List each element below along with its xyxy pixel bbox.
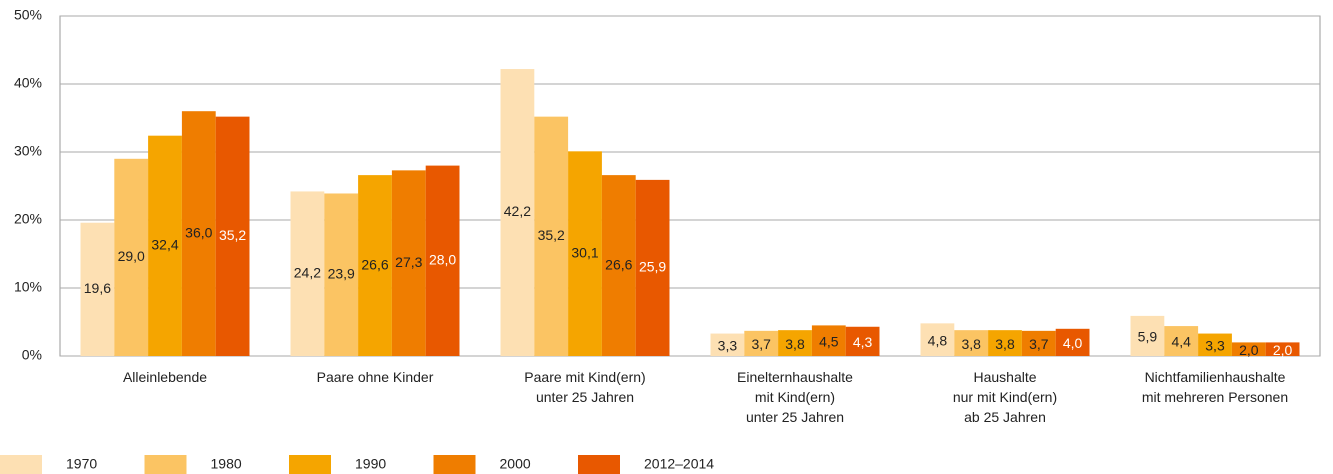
- value-label: 35,2: [219, 227, 246, 243]
- bar: [710, 333, 745, 356]
- bar: [1265, 342, 1300, 356]
- bar: [425, 165, 460, 356]
- bar: [1021, 330, 1056, 356]
- x-tick-label: Haushalte nur mit Kind(ern) ab 25 Jahren: [953, 369, 1057, 425]
- y-tick-label: 0%: [22, 347, 42, 363]
- bar: [534, 116, 569, 356]
- bar: [811, 325, 846, 356]
- bar: [988, 330, 1022, 356]
- legend-label: 1980: [211, 456, 242, 472]
- value-label: 4,0: [1063, 335, 1083, 351]
- y-tick-label: 10%: [14, 279, 42, 295]
- legend-swatch: [0, 455, 42, 474]
- value-label: 35,2: [538, 227, 565, 243]
- legend-label: 2012–2014: [644, 456, 714, 472]
- bar: [1198, 333, 1232, 356]
- bar: [1130, 315, 1165, 356]
- bar: [324, 193, 359, 356]
- bar: [1164, 326, 1199, 356]
- y-tick-label: 30%: [14, 143, 42, 159]
- bar: [1055, 328, 1090, 356]
- bar: [601, 175, 636, 356]
- value-label: 4,3: [853, 334, 873, 350]
- value-label: 4,8: [928, 332, 948, 348]
- value-label: 4,4: [1171, 334, 1191, 350]
- value-label: 27,3: [395, 254, 422, 270]
- bar: [744, 330, 779, 356]
- value-label: 30,1: [571, 244, 598, 260]
- value-label: 4,5: [819, 333, 839, 349]
- bar: [635, 179, 670, 356]
- y-tick-label: 50%: [14, 7, 42, 23]
- value-label: 5,9: [1138, 329, 1158, 345]
- value-label: 3,3: [1205, 337, 1225, 353]
- bar: [215, 116, 250, 356]
- y-tick-label: 20%: [14, 211, 42, 227]
- bar: [80, 222, 115, 356]
- value-label: 29,0: [118, 248, 145, 264]
- legend-swatch: [578, 455, 620, 474]
- bar: [290, 191, 325, 356]
- legend-label: 1990: [355, 456, 386, 472]
- x-tick-label: Paare mit Kind(ern) unter 25 Jahren: [524, 369, 645, 405]
- bar: [1231, 342, 1266, 356]
- x-tick-label: Nichtfamilienhaushalte mit mehreren Perso…: [1142, 369, 1288, 405]
- bar: [148, 135, 182, 356]
- value-label: 3,8: [995, 336, 1015, 352]
- bar: [181, 111, 216, 356]
- bar: [391, 170, 426, 356]
- value-label: 23,9: [328, 265, 355, 281]
- legend-swatch: [433, 455, 476, 474]
- legend-label: 2000: [500, 456, 531, 472]
- legend-label: 1970: [66, 456, 97, 472]
- value-label: 24,2: [294, 264, 321, 280]
- value-label: 3,8: [785, 336, 805, 352]
- x-tick-label: Paare ohne Kinder: [317, 369, 434, 385]
- value-label: 3,3: [718, 337, 738, 353]
- value-label: 3,7: [751, 336, 771, 352]
- value-label: 36,0: [185, 224, 212, 240]
- value-label: 25,9: [639, 259, 666, 275]
- bar: [845, 326, 880, 356]
- value-label: 3,7: [1029, 336, 1049, 352]
- legend-swatch: [144, 455, 187, 474]
- x-tick-label: Alleinlebende: [123, 369, 207, 385]
- value-label: 2,0: [1273, 342, 1293, 358]
- bar: [358, 175, 392, 356]
- x-tick-label: Einelternhaushalte mit Kind(ern) unter 25 …: [737, 369, 853, 425]
- value-label: 19,6: [84, 280, 111, 296]
- value-label: 26,6: [605, 256, 632, 272]
- value-label: 28,0: [429, 252, 456, 268]
- bar: [500, 69, 535, 356]
- legend-swatch: [289, 455, 331, 474]
- bar: [920, 323, 955, 356]
- bar: [778, 330, 812, 356]
- bar: [114, 158, 149, 356]
- value-label: 3,8: [961, 336, 981, 352]
- value-label: 32,4: [151, 237, 178, 253]
- bar: [954, 330, 989, 356]
- y-tick-label: 40%: [14, 75, 42, 91]
- bar: [568, 151, 602, 356]
- value-label: 2,0: [1239, 342, 1259, 358]
- value-label: 26,6: [361, 256, 388, 272]
- value-label: 42,2: [504, 203, 531, 219]
